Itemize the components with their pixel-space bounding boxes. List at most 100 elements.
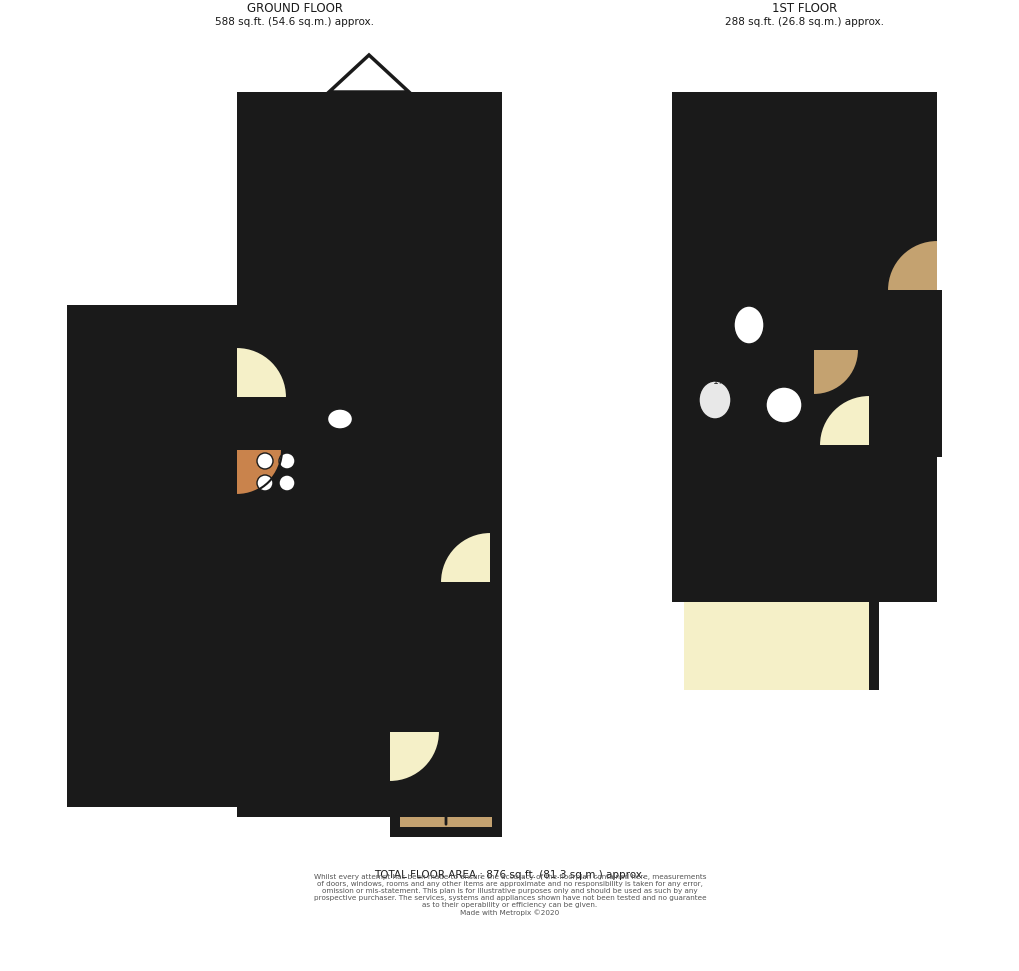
Bar [868, 418, 936, 434]
Text: GROUND FLOOR: GROUND FLOOR [247, 2, 342, 15]
Bar [78, 500, 236, 805]
Circle shape [765, 387, 801, 423]
Bar [447, 582, 452, 782]
Bar [389, 702, 447, 722]
Text: 12'5" x 12'9"
3.80m  x 3.88m: 12'5" x 12'9" 3.80m x 3.88m [316, 227, 393, 249]
Text: FAMILY ROOM: FAMILY ROOM [309, 214, 400, 226]
Bar [389, 582, 447, 602]
Text: UTILITY ROOM: UTILITY ROOM [110, 382, 206, 394]
Bar [389, 782, 501, 837]
Bar [813, 290, 823, 455]
Circle shape [257, 453, 273, 469]
Text: Whilst every attempt has been made to ensure the accuracy of the floorplan conta: Whilst every attempt has been made to en… [314, 874, 705, 916]
Bar [672, 92, 936, 102]
Circle shape [257, 475, 273, 491]
Bar [701, 92, 821, 102]
Bar [491, 437, 501, 497]
Bar [863, 290, 868, 457]
Text: 288 sq.ft. (26.8 sq.m.) approx.: 288 sq.ft. (26.8 sq.m.) approx. [725, 17, 883, 27]
Bar [868, 386, 936, 402]
Bar [868, 338, 936, 354]
Bar [672, 445, 811, 455]
Wedge shape [236, 450, 281, 495]
Bar [236, 92, 247, 817]
Bar [236, 92, 501, 817]
Text: 9'4" x 9'10"
2.86m  x 3.00m: 9'4" x 9'10" 2.86m x 3.00m [738, 548, 815, 569]
Ellipse shape [734, 306, 763, 344]
Bar [389, 762, 447, 782]
Bar [279, 807, 359, 817]
Text: BEDROOM: BEDROOM [770, 165, 838, 179]
Bar [67, 797, 249, 807]
Bar [389, 602, 447, 622]
Ellipse shape [698, 381, 731, 419]
Text: STORAG: STORAG [881, 509, 923, 518]
Bar [926, 92, 936, 602]
Text: HALL: HALL [434, 803, 466, 813]
Bar [67, 305, 249, 807]
Wedge shape [389, 732, 439, 782]
Bar [249, 397, 489, 582]
Text: 6'3" x 6'5": 6'3" x 6'5" [725, 364, 772, 374]
Bar [97, 797, 186, 807]
Wedge shape [813, 350, 858, 395]
Text: LIVING ROOM: LIVING ROOM [310, 658, 399, 672]
Bar [67, 305, 76, 807]
Text: KITCHEN/DINER: KITCHEN/DINER [328, 463, 431, 477]
Text: 1ST FLOOR: 1ST FLOOR [771, 2, 837, 15]
Bar [389, 622, 447, 642]
Polygon shape [329, 55, 409, 92]
Text: 7'10" x 7'8"
2.38m  x 2.35m: 7'10" x 7'8" 2.38m x 2.35m [119, 395, 197, 417]
Bar [389, 827, 501, 837]
Bar [868, 370, 936, 386]
Wedge shape [818, 395, 868, 445]
Text: 1.89m  x 1.95m: 1.89m x 1.95m [712, 377, 784, 385]
Bar [78, 315, 236, 500]
Bar [389, 642, 447, 662]
Bar [249, 582, 489, 592]
Bar [868, 434, 936, 450]
Bar [238, 305, 249, 807]
Bar [672, 92, 936, 602]
Bar [936, 290, 942, 457]
Wedge shape [887, 240, 936, 290]
Bar [249, 92, 489, 397]
Text: DOWN: DOWN [858, 354, 893, 364]
Bar [389, 662, 447, 682]
Text: 12'5" x 9'3"
3.80m  x 2.81m: 12'5" x 9'3" 3.80m x 2.81m [341, 477, 418, 499]
Bar [868, 402, 936, 418]
Bar [249, 582, 489, 817]
Bar [693, 365, 736, 425]
Bar [238, 325, 259, 490]
Bar [305, 397, 394, 442]
Ellipse shape [327, 409, 353, 429]
Text: GARAGE: GARAGE [130, 609, 185, 621]
Bar [67, 500, 249, 510]
Bar [331, 82, 407, 94]
Bar [672, 592, 936, 602]
Bar [249, 397, 489, 407]
Bar [491, 782, 501, 837]
Bar [389, 682, 447, 702]
Text: TOTAL FLOOR AREA : 876 sq.ft. (81.3 sq.m.) approx.: TOTAL FLOOR AREA : 876 sq.ft. (81.3 sq.m… [374, 870, 645, 880]
Bar [236, 807, 501, 817]
Bar [684, 445, 868, 690]
Bar [672, 92, 682, 602]
Bar [684, 92, 924, 290]
Bar [672, 290, 936, 300]
Bar [868, 322, 936, 338]
Bar [439, 92, 480, 102]
Text: 588 sq.ft. (54.6 sq.m.) approx.: 588 sq.ft. (54.6 sq.m.) approx. [215, 17, 374, 27]
Bar [684, 290, 813, 445]
Bar [254, 450, 299, 495]
Bar [868, 354, 936, 370]
Circle shape [279, 475, 294, 491]
Bar [236, 92, 501, 102]
Bar [868, 457, 936, 587]
Text: BATHROOM: BATHROOM [717, 350, 780, 360]
Bar [813, 278, 936, 456]
Bar [491, 92, 501, 817]
Text: 7'10" x 10'5"
2.38m  x 3.17m: 7'10" x 10'5" 2.38m x 3.17m [119, 622, 197, 644]
Text: 12'5" x 13'11"
3.80m  x 4.24m: 12'5" x 13'11" 3.80m x 4.24m [316, 672, 393, 694]
Wedge shape [236, 347, 286, 397]
